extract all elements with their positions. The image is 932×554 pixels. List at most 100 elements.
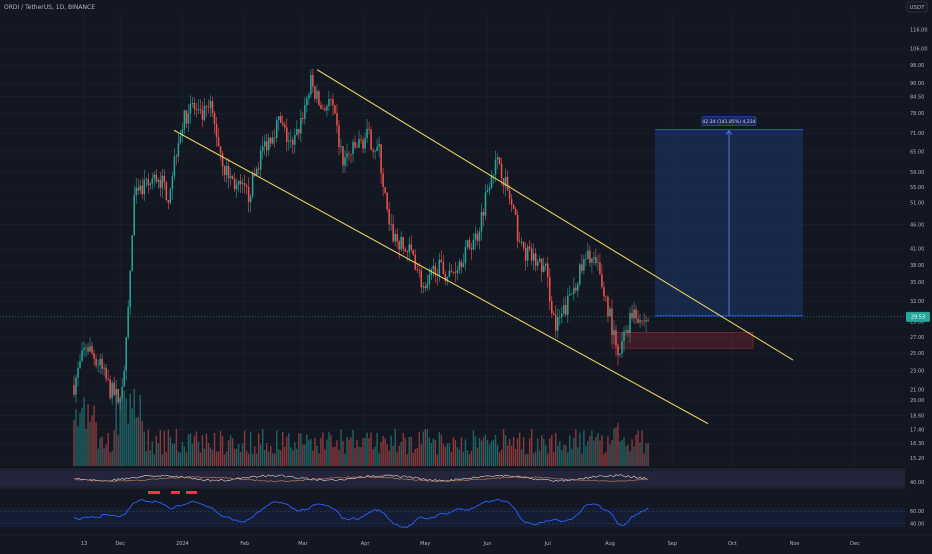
candle-body — [247, 186, 250, 203]
candle-body — [125, 337, 127, 371]
current-price-value: 29.53 — [911, 315, 925, 321]
volume-bar — [472, 430, 475, 466]
candle-body — [83, 348, 85, 351]
rsi-axis-label: 40.00 — [910, 522, 924, 528]
volume-bar — [364, 438, 366, 466]
candle-body — [201, 110, 204, 120]
volume-bar — [597, 433, 599, 466]
volume-bar — [308, 440, 310, 466]
volume-bar — [438, 431, 441, 466]
volume-bar — [278, 449, 280, 466]
volume-bar — [400, 442, 402, 466]
time-axis-bg[interactable] — [0, 535, 932, 550]
time-axis-label: Sep — [667, 541, 676, 547]
volume-bar — [119, 400, 121, 466]
volume-bar — [123, 390, 125, 466]
candle-body — [322, 108, 324, 110]
volume-bar — [235, 448, 238, 466]
volume-bars — [73, 389, 649, 466]
symbol-title: ORDI / TetherUS, 1D, BINANCE — [4, 4, 95, 11]
candle-body — [320, 105, 322, 109]
volume-bar — [149, 450, 151, 466]
candle-body — [330, 99, 332, 100]
candle-body — [332, 99, 334, 106]
volume-bar — [370, 432, 372, 466]
time-axis-label: Feb — [240, 541, 249, 547]
candle-body — [265, 141, 268, 151]
volume-bar — [185, 452, 188, 466]
volume-bar — [121, 396, 123, 466]
candle-body — [239, 180, 242, 185]
candle-body — [284, 124, 286, 128]
volume-bar — [408, 436, 410, 466]
candle-body — [73, 384, 75, 395]
volume-bar — [526, 453, 529, 466]
volume-bar — [434, 439, 437, 466]
volume-bar — [342, 441, 344, 466]
candle-body — [458, 261, 461, 271]
candle-body — [426, 284, 429, 289]
candle-body — [440, 259, 443, 263]
candle-body — [245, 185, 248, 187]
price-axis-label: 78.00 — [910, 111, 924, 117]
candle-body — [350, 153, 352, 155]
candle-body — [474, 233, 477, 240]
candle-body — [412, 249, 415, 255]
volume-bar — [270, 445, 272, 466]
volume-bar — [392, 445, 394, 466]
candle-body — [548, 277, 551, 302]
oscillator-pane[interactable] — [0, 469, 905, 488]
volume-bar — [547, 453, 549, 466]
candle-body — [334, 105, 336, 114]
volume-bar — [555, 432, 557, 466]
candle-body — [380, 144, 382, 174]
volume-bar — [466, 450, 469, 466]
candle-body — [639, 320, 641, 323]
candle-body — [643, 320, 645, 322]
volume-bar — [111, 450, 113, 466]
currency-button[interactable]: USDT — [906, 1, 928, 13]
candle-body — [448, 270, 451, 277]
price-axis-label: 46.00 — [910, 222, 924, 228]
volume-bar — [412, 452, 414, 466]
volume-bar — [129, 393, 131, 466]
candle-body — [352, 141, 354, 155]
volume-bar — [595, 436, 597, 466]
volume-bar — [609, 444, 611, 466]
candle-body — [454, 271, 457, 273]
channel-upper-line[interactable] — [316, 69, 794, 361]
volume-bar — [159, 430, 162, 466]
volume-bar — [532, 453, 535, 466]
volume-bar — [528, 438, 531, 466]
candle-body — [444, 274, 447, 282]
candle-body — [460, 261, 463, 267]
volume-bar — [113, 430, 115, 466]
price-axis-bg[interactable] — [905, 14, 932, 550]
volume-bar — [237, 443, 240, 466]
candle-body — [173, 156, 176, 177]
candle-body — [466, 240, 469, 248]
candle-body — [557, 317, 559, 331]
candle-body — [555, 314, 557, 331]
candle-body — [382, 173, 384, 188]
volume-bar — [282, 431, 284, 466]
volume-bar — [462, 451, 465, 466]
candle-body — [520, 242, 523, 243]
candle-body — [609, 308, 611, 317]
time-axis-label: Dec — [115, 541, 125, 547]
demand-zone[interactable] — [611, 332, 754, 349]
candle-body — [147, 179, 150, 186]
volume-bar — [520, 449, 523, 466]
volume-bar — [326, 439, 328, 466]
candle-body — [508, 190, 511, 200]
channel-lower-line[interactable] — [173, 129, 709, 425]
volume-bar — [571, 448, 573, 466]
volume-bar — [217, 451, 220, 466]
volume-bar — [312, 450, 314, 466]
candle-body — [229, 176, 232, 179]
volume-bar — [585, 445, 587, 466]
volume-bar — [340, 429, 342, 466]
candle-body — [312, 75, 314, 87]
